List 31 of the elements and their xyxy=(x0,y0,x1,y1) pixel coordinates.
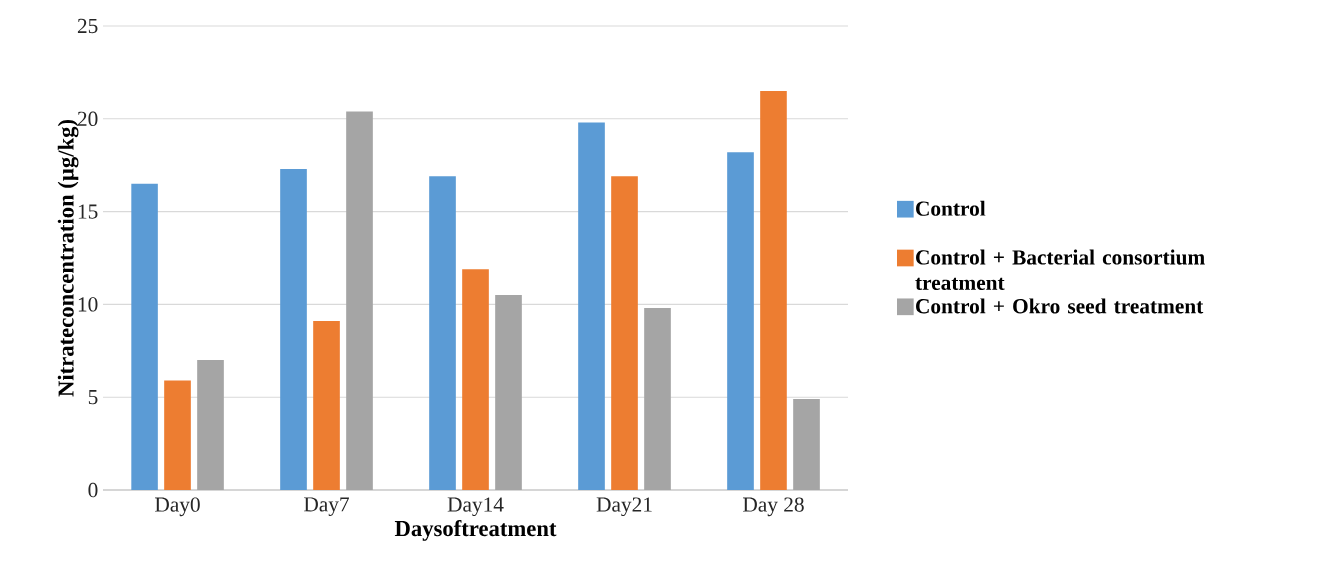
bar xyxy=(760,90,787,490)
bar xyxy=(429,176,456,490)
y-tick-label: 25 xyxy=(77,18,98,34)
bar xyxy=(197,360,224,490)
x-tick-label: Day21 xyxy=(596,497,652,517)
bar xyxy=(280,168,307,490)
legend-label: Control + Bacterial consortium treatment xyxy=(915,249,1205,290)
y-tick-label: 15 xyxy=(78,204,98,219)
bar xyxy=(346,111,373,490)
x-axis-title: Daysoftreatment xyxy=(394,520,557,541)
legend-label: Control xyxy=(916,200,986,216)
y-axis-title: Nitrateconcentration (µg/kg) xyxy=(57,119,79,397)
bar xyxy=(793,399,820,490)
bar xyxy=(313,321,340,490)
x-tick-label: Day0 xyxy=(155,497,200,517)
legend-label: Control + Okro seed treatment xyxy=(916,298,1204,314)
bar xyxy=(164,380,191,490)
y-tick-label: 0 xyxy=(88,482,98,498)
bar xyxy=(611,176,638,490)
bar xyxy=(495,295,522,490)
bar xyxy=(462,269,489,490)
bar xyxy=(727,152,754,490)
x-tick-label: Day7 xyxy=(304,497,349,516)
bar xyxy=(578,122,605,490)
bar xyxy=(131,183,158,490)
y-tick-label: 10 xyxy=(78,297,98,312)
bar xyxy=(644,308,671,490)
x-tick-label: Day 28 xyxy=(743,497,804,517)
y-tick-label: 5 xyxy=(88,390,98,405)
x-tick-label: Day14 xyxy=(447,497,504,517)
y-tick-label: 20 xyxy=(77,111,98,126)
